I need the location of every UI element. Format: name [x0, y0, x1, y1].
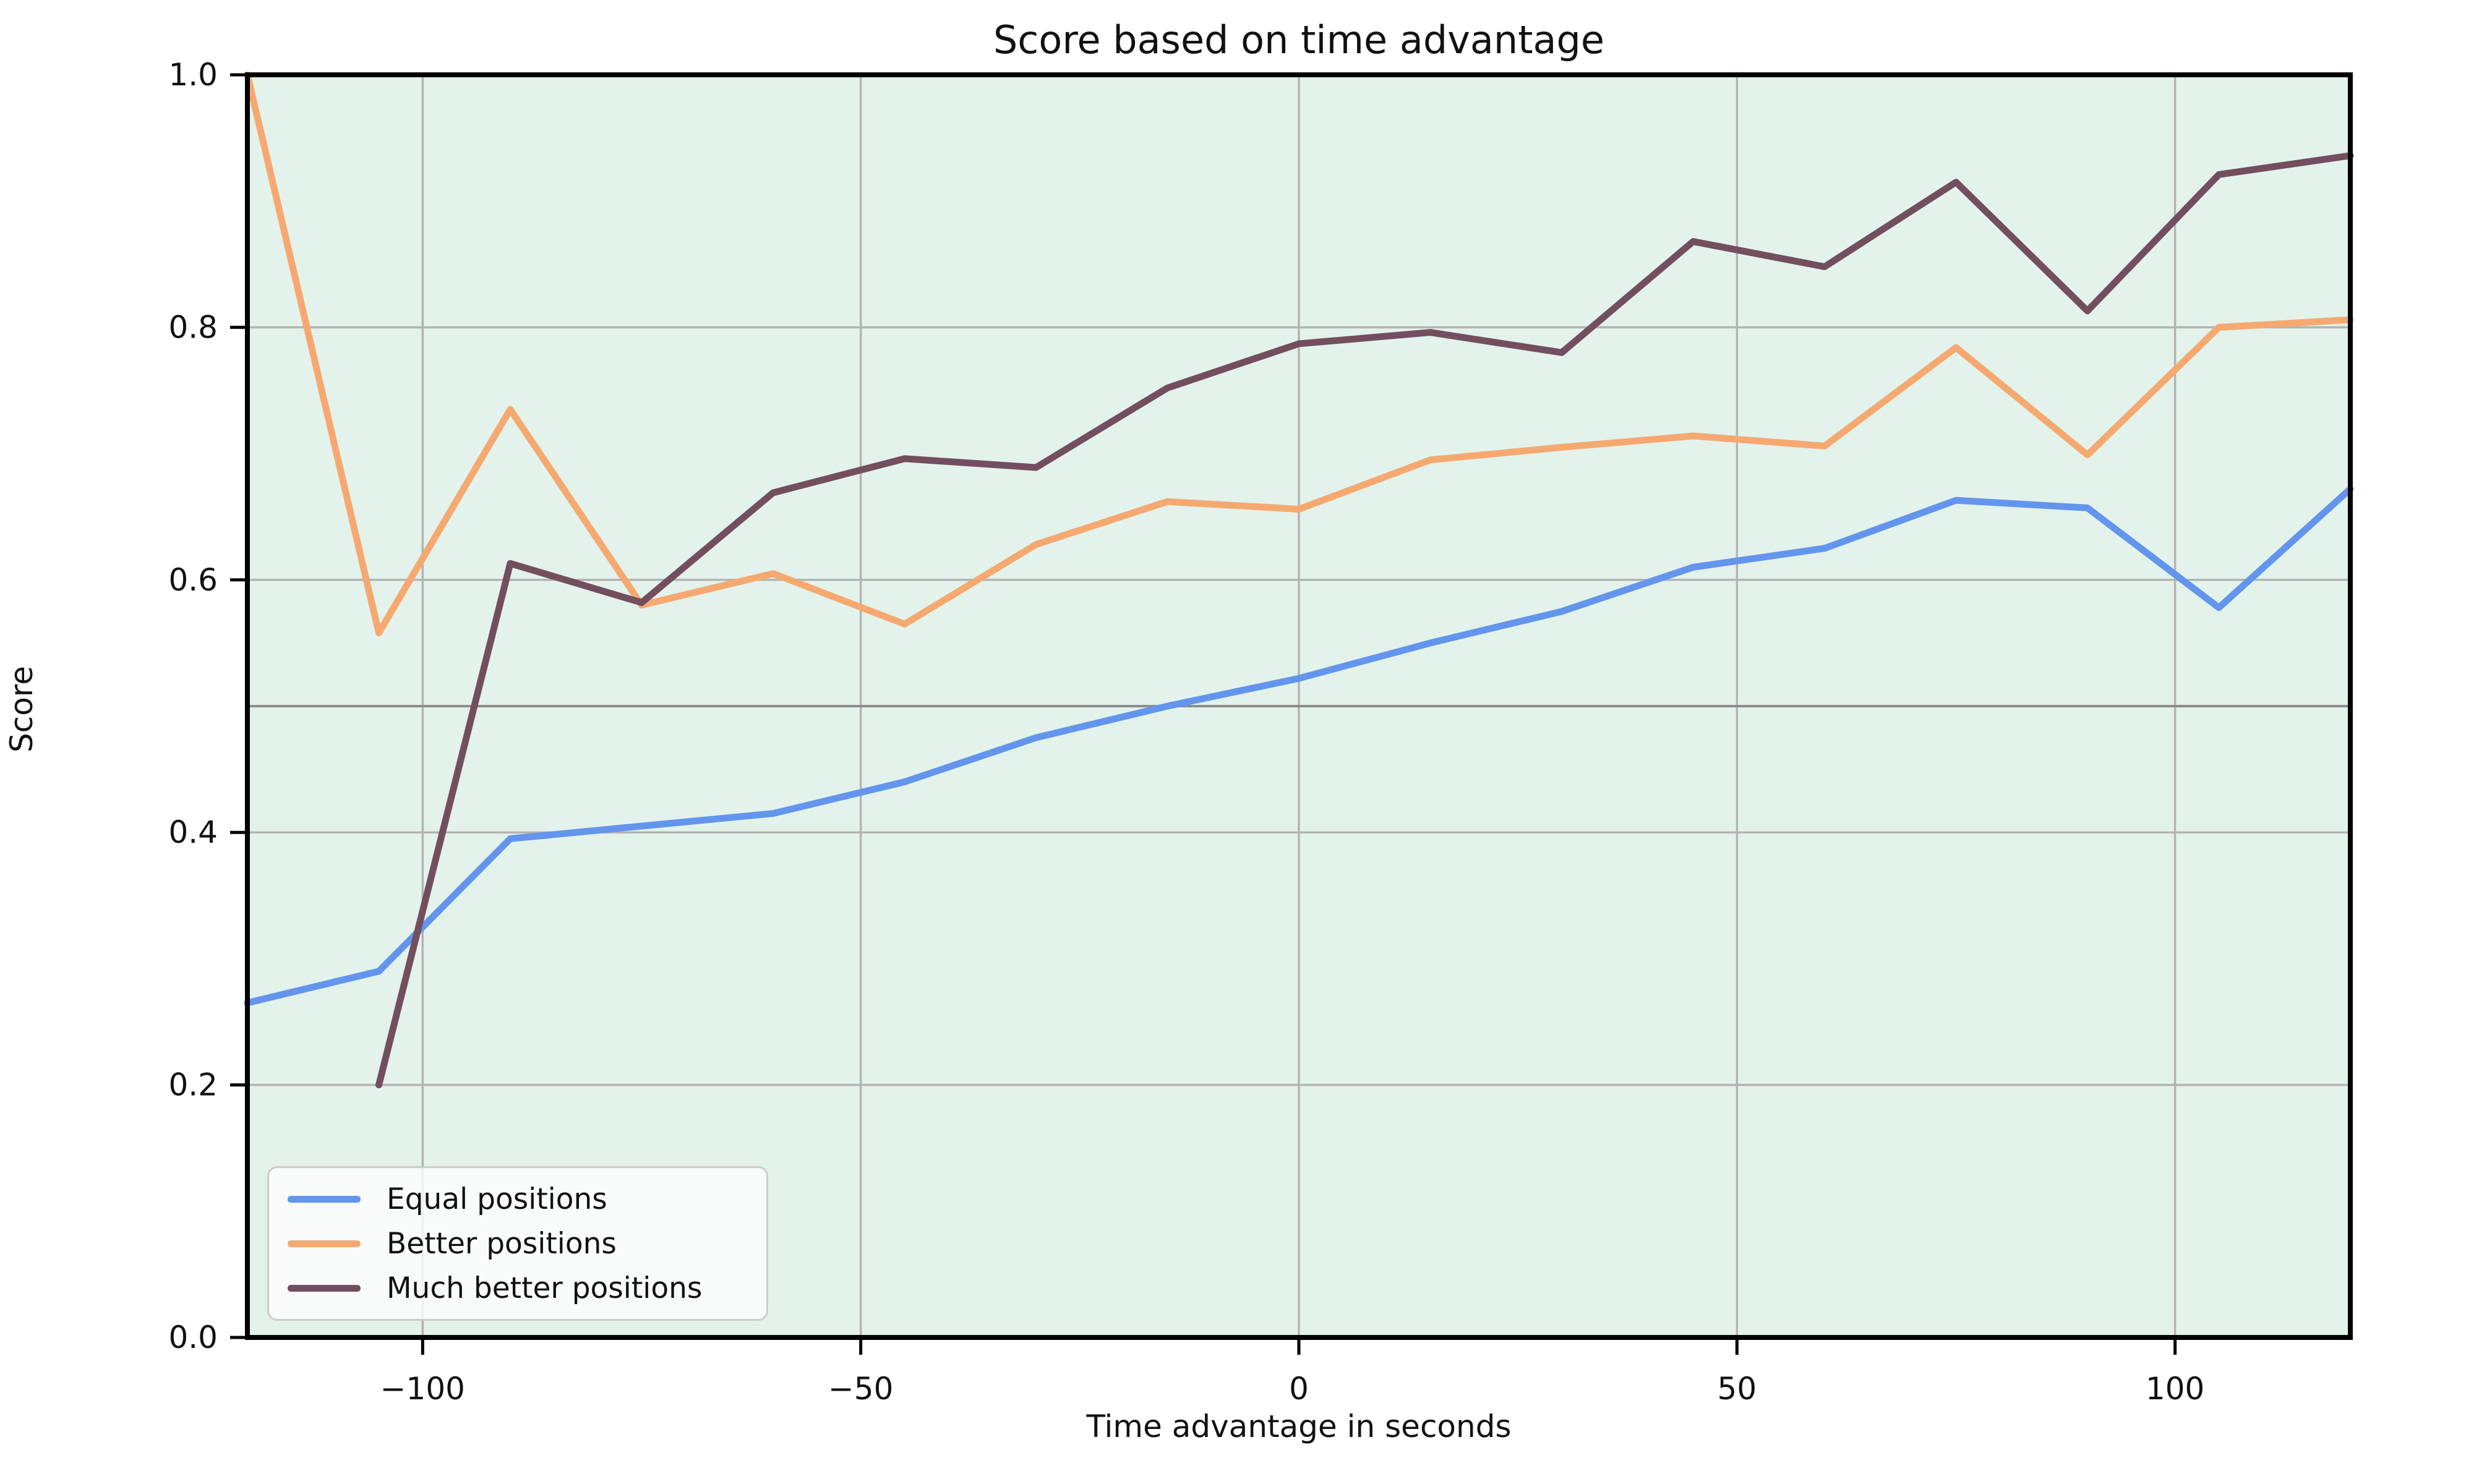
y-tick-label: 0.0: [168, 1320, 218, 1355]
legend: Equal positions Better positions Much be…: [267, 1166, 768, 1321]
chart-title: Score based on time advantage: [993, 17, 1605, 62]
legend-swatch-much-better-positions: [288, 1284, 361, 1292]
series-line-much-better-positions: [375, 152, 2354, 1089]
x-axis-label: Time advantage in seconds: [1086, 1409, 1512, 1444]
legend-label: Better positions: [387, 1226, 617, 1261]
y-axis-label: Score: [4, 665, 40, 753]
legend-item-better-positions: Better positions: [288, 1227, 748, 1261]
y-tick-label: 0.6: [168, 562, 218, 598]
x-tick-label: 100: [2146, 1371, 2204, 1407]
y-tick-label: 0.8: [168, 309, 218, 345]
legend-label: Much better positions: [387, 1271, 703, 1305]
y-tick-label: 1.0: [168, 57, 218, 93]
legend-label: Equal positions: [387, 1182, 607, 1216]
legend-item-equal-positions: Equal positions: [288, 1182, 748, 1216]
legend-item-much-better-positions: Much better positions: [288, 1271, 748, 1305]
legend-swatch-better-positions: [288, 1240, 361, 1247]
y-tick-label: 0.4: [168, 814, 218, 850]
series-line-better-positions: [244, 71, 2354, 637]
x-tick-label: 50: [1718, 1371, 1757, 1407]
x-tick-label: 0: [1289, 1371, 1309, 1407]
x-tick-label: −50: [828, 1371, 894, 1407]
x-tick-label: −100: [380, 1371, 465, 1407]
y-tick-label: 0.2: [168, 1067, 218, 1103]
legend-swatch-equal-positions: [288, 1195, 361, 1203]
series-line-equal-positions: [244, 485, 2354, 1007]
